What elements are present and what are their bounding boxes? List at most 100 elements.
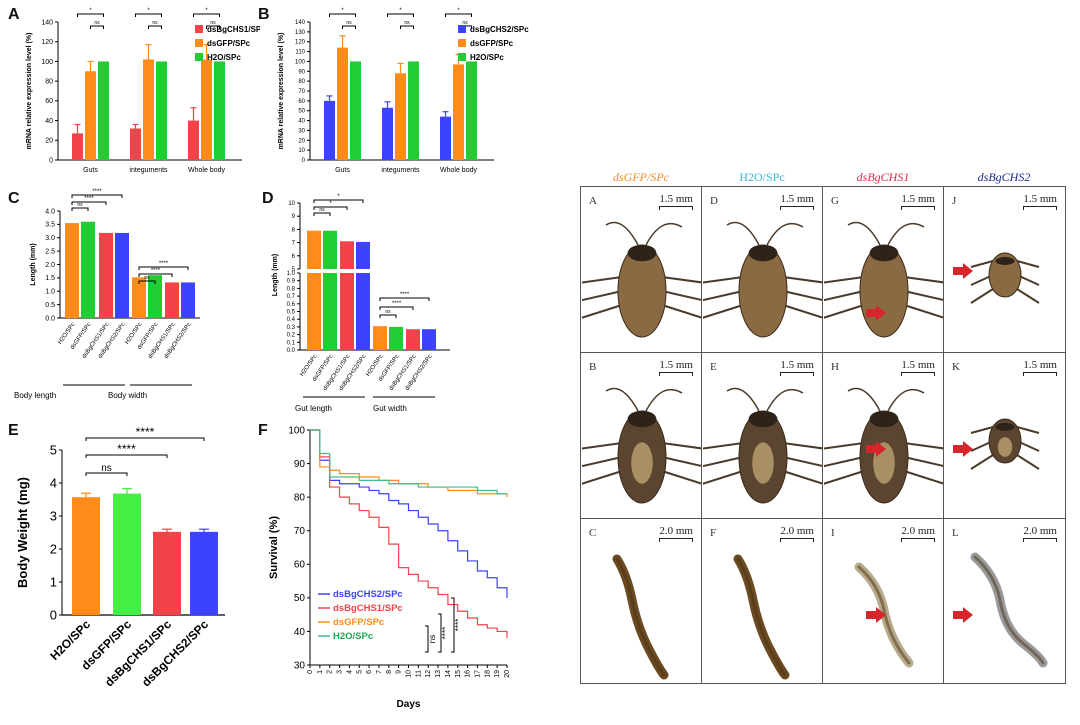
red-arrow-icon (953, 263, 973, 279)
scale-bar: 1.5 mm (780, 193, 814, 210)
chart-c-sig-label: ns (144, 275, 150, 281)
scale-bar: 1.5 mm (1023, 193, 1057, 210)
specimen-leg (903, 470, 943, 485)
chart-a-bar (72, 133, 83, 160)
chart-b-y-tick-label: 140 (295, 20, 306, 26)
chart-b-sig-label: ns (346, 20, 352, 26)
chart-d-bar (323, 273, 337, 350)
chart-a-y-tick-label: 60 (45, 98, 53, 105)
chart-d-sig-label: ns (319, 207, 325, 213)
chart-f-x-tick-label: 10 (406, 670, 413, 678)
chart-a-sig-bracket (90, 25, 104, 29)
chart-d-y-tick-label: 0.9 (287, 279, 296, 285)
chart-b-sig-bracket (329, 13, 356, 17)
photo-cell: A 1.5 mm (581, 187, 702, 353)
chart-d-bar (356, 273, 370, 350)
chart-f-x-tick-label: 8 (386, 670, 393, 674)
specimen-leg (782, 456, 822, 467)
chart-b-y-tick-label: 10 (298, 148, 305, 154)
chart-a-sig-label: ns (94, 20, 100, 26)
chart-d-y-tick-label: 0.1 (287, 340, 296, 346)
specimen-leg (582, 470, 623, 485)
chart-c-sig-bracket (138, 266, 189, 270)
chart-b-y-tick-label: 70 (298, 89, 305, 95)
chart-e-y-label: Body Weight (mg) (15, 477, 30, 588)
specimen-leg (903, 304, 943, 319)
chart-f-x-label: Days (397, 699, 421, 710)
chart-c-sig-bracket (71, 194, 123, 198)
chart-b-y-tick-label: 30 (298, 128, 305, 134)
chart-e-sig-label: **** (136, 425, 155, 439)
chart-f-legend-label: dsBgCHS1/SPc (333, 603, 403, 614)
scale-bar: 2.0 mm (659, 525, 693, 542)
chart-f-sig-bracket (438, 613, 442, 653)
chart-f-sig-label: ns (428, 635, 437, 643)
specimen-leg (970, 426, 994, 434)
chart-b-y-tick-label: 60 (298, 99, 305, 105)
chart-d-sig-bracket (379, 306, 414, 310)
specimen-leg (782, 276, 822, 284)
specimen-leg (1016, 260, 1040, 268)
panel-letter-b: B (258, 6, 270, 23)
chart-b-bar (395, 73, 406, 160)
chart-f-x-tick-label: 6 (366, 670, 373, 674)
chart-b-sig-label: * (399, 8, 402, 14)
specimen-leg (782, 290, 822, 301)
specimen-leg (782, 442, 822, 450)
chart-b-sig-bracket (400, 25, 414, 29)
specimen-antenna (605, 387, 639, 412)
chart-d-group-label: Gut width (373, 404, 407, 413)
specimen-photo (612, 554, 669, 680)
chart-b-x-tick-label: Whole body (440, 167, 477, 174)
specimen-wing-pad (631, 442, 653, 484)
photo-cell: C 2.0 mm (581, 519, 702, 683)
chart-a-sig-label: ns (152, 20, 158, 26)
chart-e-y-tick-label: 4 (50, 475, 57, 490)
specimen-leg (1016, 288, 1040, 304)
chart-d-y-tick-label: 5 (292, 267, 296, 273)
chart-f-x-tick-label: 9 (396, 670, 403, 674)
chart-d-y-tick-label: 0.2 (287, 333, 296, 339)
header-dsgfp-text: dsGFP/SPc (613, 170, 669, 184)
chart-a-bar (85, 71, 96, 160)
specimen-body (988, 252, 1022, 298)
chart-d-y-tick-label: 1.0 (287, 271, 296, 277)
chart-b-legend-swatch (458, 39, 466, 47)
chart-d-y-tick-label: 0.7 (287, 294, 296, 300)
specimen-leg (661, 442, 701, 450)
chart-f-y-tick-label: 100 (288, 425, 305, 436)
chart-f-legend-label: dsGFP/SPc (333, 617, 384, 628)
chart-c-y-tick-label: 3.0 (45, 235, 55, 242)
chart-a-bar (143, 59, 154, 161)
specimen-photo (953, 252, 1040, 304)
specimen-antenna (766, 388, 804, 412)
photo-cell: D 1.5 mm (702, 187, 823, 353)
chart-d-bar (307, 230, 321, 269)
photo-letter: H (831, 361, 839, 373)
chart-b-y-tick-label: 0 (302, 158, 306, 164)
specimen-head (748, 244, 778, 262)
chart-f-x-tick-label: 0 (307, 670, 314, 674)
chart-b-sig-bracket (445, 13, 472, 17)
scale-bar-line (659, 206, 693, 210)
chart-b-legend-label: dsBgCHS2/SPc (470, 25, 529, 34)
chart-d-group-label: Gut length (295, 404, 332, 413)
chart-f-x-tick-label: 18 (484, 670, 491, 678)
specimen-leg (824, 304, 865, 319)
specimen-gut-content (736, 557, 787, 677)
photo-letter: C (589, 527, 597, 539)
chart-c-sig-bracket (138, 280, 156, 284)
chart-a-legend-swatch (195, 39, 203, 47)
specimen-gut-content (857, 565, 911, 665)
chart-d-y-tick-label: 0.8 (287, 286, 296, 292)
chart-b-y-tick-label: 90 (298, 69, 305, 75)
specimen-wing-pad (752, 442, 774, 484)
chart-b-y-tick-label: 120 (295, 40, 306, 46)
chart-d-bar (340, 273, 354, 350)
chart-d-y-tick-label: 6 (292, 254, 296, 260)
specimen-leg (824, 470, 865, 485)
header-dschs2: dsBgCHS2 (944, 170, 1064, 185)
chart-c-sig-label: **** (151, 268, 161, 274)
scale-bar: 1.5 mm (901, 193, 935, 210)
scale-bar-line (780, 206, 814, 210)
